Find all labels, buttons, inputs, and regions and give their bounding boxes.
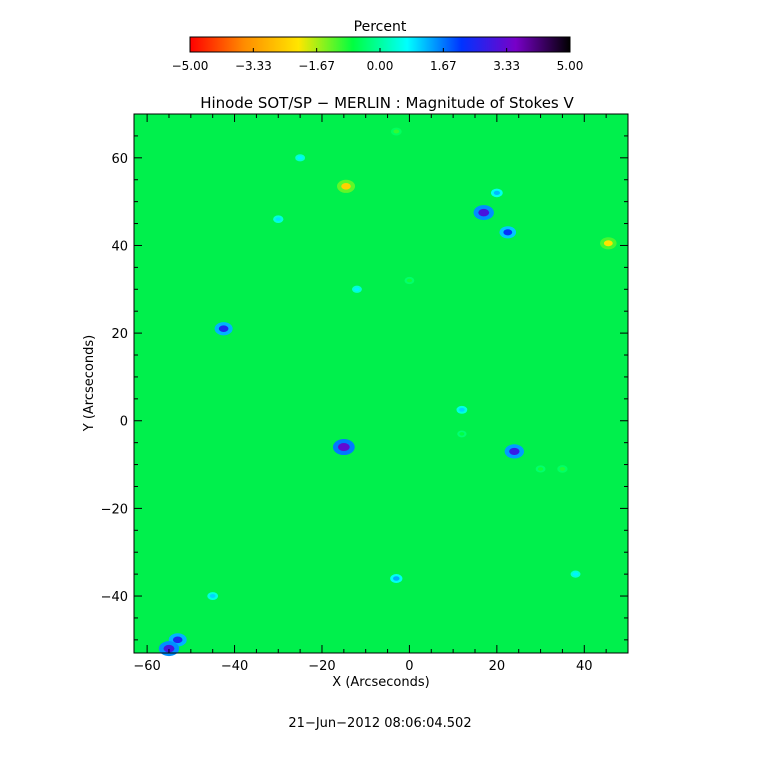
chart-title: Hinode SOT/SP − MERLIN : Magnitude of St…: [200, 94, 574, 112]
y-tick-label: 0: [120, 415, 128, 430]
colorbar-tick-label: 3.33: [493, 59, 520, 73]
feature-core: [218, 325, 229, 333]
feature-core: [503, 229, 513, 236]
y-tick-label: −20: [101, 502, 128, 517]
colorbar-tick-label: 5.00: [557, 59, 584, 73]
feature-core: [509, 447, 520, 455]
x-tick-label: −20: [308, 659, 335, 674]
colorbar-tick-label: 1.67: [430, 59, 457, 73]
feature-core: [572, 572, 579, 576]
axis-ticks: −60 −40 −20 0 20 40 −40 −20 0 20 40 60: [101, 113, 629, 674]
feature-core: [354, 287, 360, 292]
feature-core: [275, 217, 282, 222]
feature-core: [603, 240, 613, 247]
feature-core: [559, 467, 566, 471]
heatmap-features: [158, 127, 617, 657]
y-tick-label: 40: [111, 239, 128, 254]
x-axis-label: X (Arcseconds): [332, 675, 429, 690]
feature-core: [172, 636, 183, 644]
feature-core: [478, 208, 490, 217]
colorbar-tick-label: 0.00: [367, 59, 394, 73]
feature-core: [537, 467, 544, 471]
x-tick-label: −40: [221, 659, 248, 674]
feature-core: [393, 576, 400, 581]
colorbar: Percent −5.00 −3.33 −1.67 0.00 1.67 3.33 5.00: [172, 19, 584, 73]
feature-core: [459, 432, 465, 436]
x-tick-label: 20: [489, 659, 506, 674]
feature-core: [406, 278, 413, 283]
feature-core: [338, 443, 350, 452]
feature-core: [297, 156, 303, 160]
x-tick-label: 0: [405, 659, 413, 674]
feature-core: [458, 407, 465, 412]
colorbar-title: Percent: [354, 19, 407, 35]
y-tick-label: 20: [111, 327, 128, 342]
y-tick-label: 60: [111, 152, 128, 167]
colorbar-tick-label: −5.00: [172, 59, 209, 73]
timestamp-footer: 21−Jun−2012 08:06:04.502: [288, 716, 472, 731]
plot-frame: [133, 113, 629, 654]
y-tick-label: −40: [101, 590, 128, 605]
feature-core: [393, 129, 400, 134]
feature-core: [163, 644, 175, 653]
feature-core: [493, 190, 500, 196]
x-tick-label: −60: [133, 659, 160, 674]
feature-core: [209, 594, 216, 599]
feature-core: [341, 183, 351, 190]
plot-area: −60 −40 −20 0 20 40 −40 −20 0 20 40 60: [101, 113, 629, 674]
x-tick-label: 40: [576, 659, 593, 674]
colorbar-tick-label: −1.67: [298, 59, 335, 73]
colorbar-tick-label: −3.33: [235, 59, 272, 73]
colorbar-ticks: −5.00 −3.33 −1.67 0.00 1.67 3.33 5.00: [172, 48, 584, 73]
heatmap-background: [134, 114, 628, 653]
y-axis-label: Y (Arcseconds): [82, 335, 97, 432]
